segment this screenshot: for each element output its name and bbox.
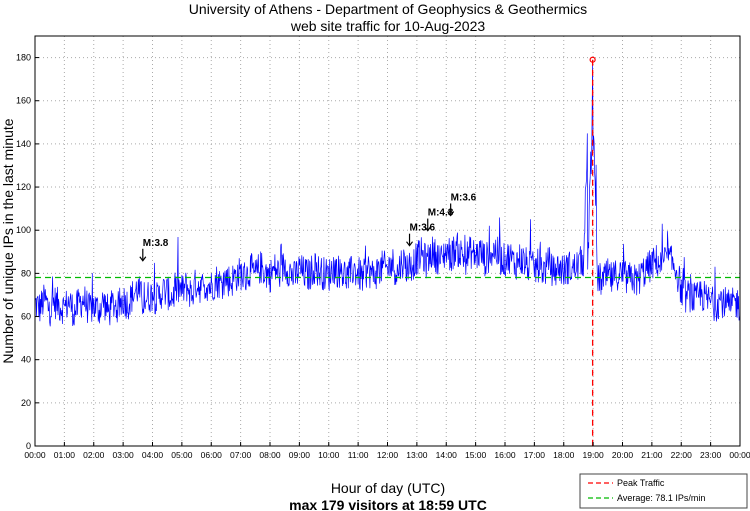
y-tick-label: 60 bbox=[21, 312, 31, 322]
x-tick-label: 14:00 bbox=[436, 450, 458, 460]
y-tick-label: 0 bbox=[26, 441, 31, 451]
series-layer bbox=[34, 62, 741, 327]
x-tick-label: 03:00 bbox=[112, 450, 134, 460]
chart-subtitle: max 179 visitors at 18:59 UTC bbox=[289, 497, 487, 511]
annotations: M:3.8 M:3.6 M:4.8 M:3.6 bbox=[139, 192, 477, 262]
x-tick-label: 01:00 bbox=[54, 450, 76, 460]
x-tick-label: 23:00 bbox=[700, 450, 722, 460]
x-tick-label: 12:00 bbox=[377, 450, 399, 460]
x-tick-label: 16:00 bbox=[494, 450, 516, 460]
x-tick-label: 02:00 bbox=[83, 450, 105, 460]
x-axis-label: Hour of day (UTC) bbox=[331, 480, 445, 496]
x-tick-label: 10:00 bbox=[318, 450, 340, 460]
earthquake-arrowhead bbox=[406, 241, 414, 247]
x-tick-label: 08:00 bbox=[259, 450, 281, 460]
earthquake-arrowhead bbox=[447, 211, 455, 217]
chart-title-line2: web site traffic for 10-Aug-2023 bbox=[290, 18, 486, 34]
earthquake-label: M:3.8 bbox=[143, 238, 169, 249]
x-tick-label: 21:00 bbox=[641, 450, 663, 460]
earthquake-label: M:4.8 bbox=[428, 208, 454, 219]
reference-lines bbox=[35, 56, 740, 446]
legend: Peak Traffic Average: 78.1 IPs/min bbox=[579, 473, 748, 509]
x-tick-label: 13:00 bbox=[406, 450, 428, 460]
y-tick-label: 140 bbox=[16, 139, 31, 149]
legend-average-label: Average: 78.1 IPs/min bbox=[617, 493, 705, 503]
x-tick-label: 11:00 bbox=[348, 450, 369, 460]
peak-marker bbox=[589, 56, 596, 63]
x-tick-label: 18:00 bbox=[553, 450, 575, 460]
y-tick-label: 80 bbox=[21, 268, 31, 278]
y-tick-label: 160 bbox=[16, 96, 31, 106]
earthquake-label: M:3.6 bbox=[451, 192, 477, 203]
y-tick-label: 40 bbox=[21, 355, 31, 365]
x-tick-label: 07:00 bbox=[230, 450, 252, 460]
y-axis-label: Number of unique IPs in the last minute bbox=[0, 118, 16, 363]
x-tick-label: 04:00 bbox=[142, 450, 164, 460]
x-axis: 00:00 01:00 02:00 03:00 04:00 05:00 06:00 07:00… bbox=[24, 442, 750, 460]
traffic-series-line bbox=[34, 62, 741, 327]
earthquake-label: M:3.6 bbox=[410, 223, 436, 234]
legend-peak-label: Peak Traffic bbox=[617, 478, 665, 488]
x-tick-label: 22:00 bbox=[671, 450, 693, 460]
chart-title-line1: University of Athens - Department of Geo… bbox=[189, 1, 587, 17]
y-tick-label: 100 bbox=[16, 225, 31, 235]
earthquake-arrowhead bbox=[424, 226, 432, 232]
x-tick-label: 09:00 bbox=[289, 450, 311, 460]
y-tick-label: 180 bbox=[16, 53, 31, 63]
x-tick-label: 17:00 bbox=[524, 450, 546, 460]
x-tick-label: 05:00 bbox=[171, 450, 193, 460]
x-tick-label: 00:00 bbox=[729, 450, 750, 460]
earthquake-arrowhead bbox=[139, 256, 147, 262]
y-tick-label: 20 bbox=[21, 398, 31, 408]
x-tick-label: 00:00 bbox=[24, 450, 46, 460]
grid bbox=[35, 36, 740, 446]
y-axis: 0 20 40 60 80 100 120 140 160 180 bbox=[16, 53, 39, 451]
y-tick-label: 120 bbox=[16, 182, 31, 192]
x-tick-label: 20:00 bbox=[612, 450, 634, 460]
x-tick-label: 15:00 bbox=[465, 450, 487, 460]
x-tick-label: 19:00 bbox=[582, 450, 604, 460]
x-tick-label: 06:00 bbox=[201, 450, 223, 460]
